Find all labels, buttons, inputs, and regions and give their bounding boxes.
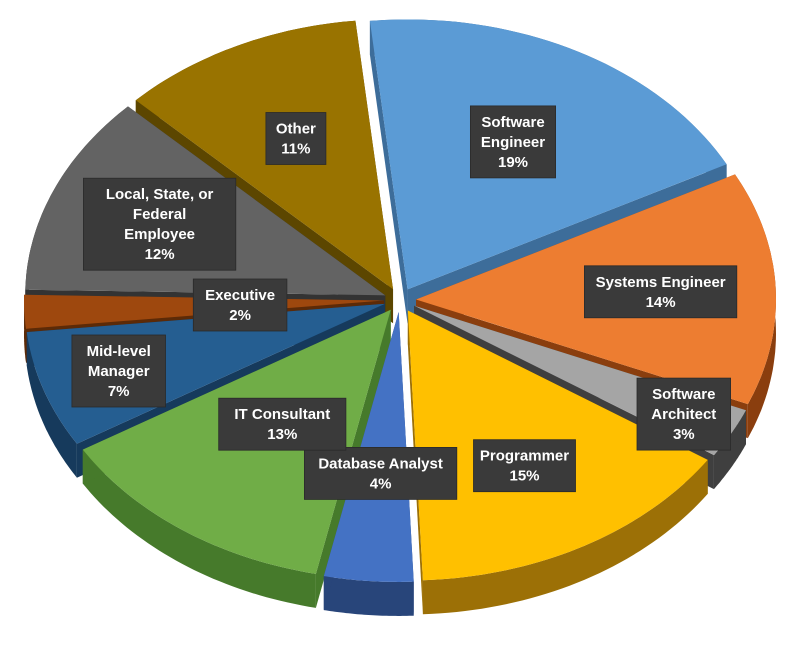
data-label-value-systems-engineer: 14% bbox=[646, 294, 676, 311]
data-label-value-local-state-or-federal-employee: 12% bbox=[145, 246, 175, 263]
data-label-programmer: Programmer 15% bbox=[473, 439, 576, 493]
data-label-box-programmer bbox=[473, 439, 576, 493]
data-label-value-software-architect: 3% bbox=[673, 426, 695, 443]
data-label-value-database-analyst: 4% bbox=[370, 475, 392, 492]
slice-face-software-engineer-0 bbox=[369, 20, 408, 324]
data-label-name-software-engineer: Engineer bbox=[481, 134, 545, 151]
data-label-name-mid-level-manager: Mid-level bbox=[87, 343, 151, 360]
data-label-local-state-or-federal-employee: Local, State, or Federal Employee 12% bbox=[83, 177, 237, 271]
data-label-name-software-engineer: Software bbox=[481, 114, 544, 131]
slice-top-database-analyst bbox=[323, 311, 414, 582]
data-label-box-executive bbox=[192, 278, 288, 332]
data-label-name-mid-level-manager: Manager bbox=[88, 363, 150, 380]
data-label-software-architect: Software Architect 3% bbox=[636, 377, 731, 451]
data-label-name-executive: Executive bbox=[205, 287, 275, 304]
data-label-box-it-consultant bbox=[218, 397, 347, 451]
data-label-value-mid-level-manager: 7% bbox=[108, 383, 130, 400]
data-label-box-database-analyst bbox=[303, 446, 458, 500]
slice-side-mid-level-manager bbox=[26, 332, 77, 478]
data-label-software-engineer: Software Engineer 19% bbox=[469, 105, 556, 179]
data-label-name-software-architect: Architect bbox=[651, 406, 716, 423]
data-label-name-it-consultant: IT Consultant bbox=[234, 406, 330, 423]
data-label-value-it-consultant: 13% bbox=[267, 426, 297, 443]
data-label-name-local-state-or-federal-employee: Federal bbox=[133, 206, 186, 223]
data-label-executive: Executive 2% bbox=[192, 278, 288, 332]
data-label-name-programmer: Programmer bbox=[480, 448, 569, 465]
data-label-value-executive: 2% bbox=[229, 307, 251, 324]
data-label-value-programmer: 15% bbox=[509, 468, 539, 485]
data-label-box-local-state-or-federal-employee bbox=[83, 177, 237, 271]
data-label-name-software-architect: Software bbox=[652, 386, 715, 403]
slice-side-database-analyst bbox=[323, 576, 414, 616]
data-label-box-systems-engineer bbox=[584, 265, 738, 319]
data-label-name-local-state-or-federal-employee: Employee bbox=[124, 226, 195, 243]
data-label-other: Other 11% bbox=[265, 112, 327, 165]
data-label-systems-engineer: Systems Engineer 14% bbox=[584, 265, 738, 319]
data-label-name-systems-engineer: Systems Engineer bbox=[596, 274, 726, 291]
slice-top-other bbox=[135, 20, 394, 290]
data-label-value-software-engineer: 19% bbox=[498, 154, 528, 171]
data-label-mid-level-manager: Mid-level Manager 7% bbox=[71, 334, 166, 408]
data-label-box-software-engineer bbox=[469, 105, 556, 179]
slice-side-it-consultant bbox=[82, 449, 316, 608]
data-label-box-other bbox=[265, 112, 327, 165]
data-label-value-other: 11% bbox=[281, 141, 310, 158]
data-label-name-local-state-or-federal-employee: Local, State, or bbox=[106, 186, 214, 203]
data-label-name-database-analyst: Database Analyst bbox=[318, 455, 443, 472]
labels-layer: Software Engineer 19% Systems Engineer 14% So… bbox=[71, 105, 738, 500]
data-label-it-consultant: IT Consultant 13% bbox=[218, 397, 347, 451]
data-label-name-other: Other bbox=[276, 121, 316, 138]
slice-side-programmer bbox=[422, 459, 708, 615]
data-label-box-software-architect bbox=[636, 377, 731, 451]
data-label-database-analyst: Database Analyst 4% bbox=[303, 446, 458, 500]
data-label-box-mid-level-manager bbox=[71, 334, 166, 408]
